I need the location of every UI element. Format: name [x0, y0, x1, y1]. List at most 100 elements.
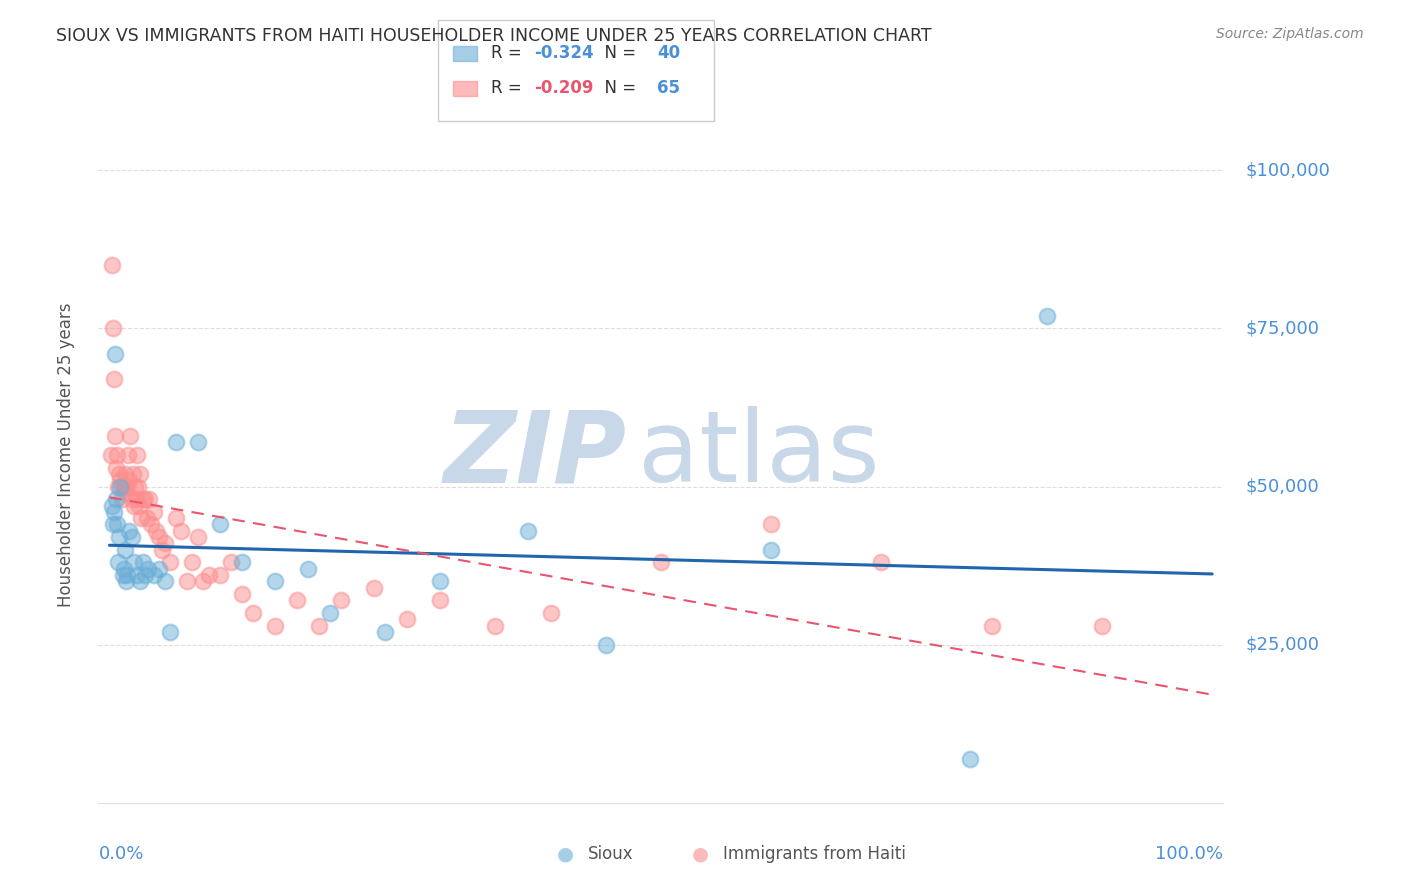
Point	[131, 492, 153, 507]
Text: R =: R =	[491, 79, 527, 97]
Point	[110, 479, 132, 493]
Point	[980, 618, 1002, 632]
Point	[134, 568, 156, 582]
Text: N =: N =	[595, 45, 641, 62]
Point	[114, 542, 136, 557]
Point	[115, 568, 138, 582]
Point	[396, 612, 419, 626]
Point	[208, 568, 231, 582]
Point	[101, 517, 124, 532]
Point	[125, 568, 148, 582]
Point	[181, 556, 204, 570]
Text: Source: ZipAtlas.com: Source: ZipAtlas.com	[1216, 27, 1364, 41]
Point	[108, 530, 131, 544]
Bar	[453, 80, 478, 96]
Point	[107, 479, 129, 493]
Point	[115, 574, 138, 589]
Point	[148, 530, 170, 544]
Point	[111, 568, 134, 582]
Text: ZIP: ZIP	[444, 407, 627, 503]
Point	[150, 542, 173, 557]
Point	[105, 448, 128, 462]
Text: 40: 40	[658, 45, 681, 62]
Text: -0.209: -0.209	[534, 79, 593, 97]
Point	[120, 429, 142, 443]
Point	[517, 524, 540, 538]
Point	[540, 606, 562, 620]
Text: Immigrants from Haiti: Immigrants from Haiti	[723, 845, 905, 863]
Point	[231, 556, 253, 570]
Point	[650, 556, 672, 570]
Point	[104, 429, 127, 443]
Point	[297, 562, 319, 576]
Point	[103, 505, 125, 519]
Point	[1036, 309, 1059, 323]
Point	[165, 435, 187, 450]
FancyBboxPatch shape	[439, 20, 714, 121]
Text: N =: N =	[595, 79, 641, 97]
Point	[959, 751, 981, 765]
Point	[105, 492, 128, 507]
Point	[115, 486, 138, 500]
Text: ●: ●	[692, 845, 709, 863]
Point	[136, 511, 159, 525]
Point	[429, 593, 451, 607]
Point	[319, 606, 342, 620]
Point	[165, 511, 187, 525]
Point	[142, 568, 165, 582]
Text: Sioux: Sioux	[588, 845, 633, 863]
Point	[114, 467, 136, 481]
Point	[122, 556, 145, 570]
Point	[484, 618, 506, 632]
Point	[117, 448, 139, 462]
Point	[131, 511, 153, 525]
Text: SIOUX VS IMMIGRANTS FROM HAITI HOUSEHOLDER INCOME UNDER 25 YEARS CORRELATION CHA: SIOUX VS IMMIGRANTS FROM HAITI HOUSEHOLD…	[56, 27, 932, 45]
Point	[125, 492, 148, 507]
Text: $25,000: $25,000	[1246, 636, 1320, 654]
Point	[870, 556, 893, 570]
Point	[193, 574, 215, 589]
Point	[110, 473, 132, 487]
Point	[231, 587, 253, 601]
Text: ●: ●	[557, 845, 574, 863]
Text: $100,000: $100,000	[1246, 161, 1330, 179]
Point	[363, 581, 385, 595]
Text: 0.0%: 0.0%	[98, 845, 143, 863]
Point	[308, 618, 330, 632]
Point	[153, 574, 176, 589]
Point	[108, 467, 131, 481]
Text: atlas: atlas	[638, 407, 880, 503]
Point	[124, 479, 146, 493]
Point	[263, 574, 285, 589]
Point	[121, 530, 143, 544]
Point	[103, 372, 125, 386]
Point	[142, 505, 165, 519]
Point	[107, 556, 129, 570]
Point	[429, 574, 451, 589]
Point	[159, 625, 181, 640]
Point	[176, 574, 198, 589]
Y-axis label: Householder Income Under 25 years: Householder Income Under 25 years	[56, 302, 75, 607]
Point	[111, 479, 134, 493]
Text: -0.324: -0.324	[534, 45, 593, 62]
Point	[118, 473, 141, 487]
Point	[125, 448, 148, 462]
Point	[110, 492, 132, 507]
Point	[131, 556, 153, 570]
Text: 65: 65	[658, 79, 681, 97]
Point	[153, 536, 176, 550]
Point	[122, 499, 145, 513]
Point	[128, 499, 150, 513]
Point	[197, 568, 219, 582]
Point	[129, 574, 152, 589]
Point	[759, 542, 782, 557]
Point	[101, 321, 124, 335]
Point	[759, 517, 782, 532]
Text: R =: R =	[491, 45, 527, 62]
Point	[100, 258, 122, 272]
Point	[112, 562, 135, 576]
Point	[121, 492, 143, 507]
Point	[138, 492, 160, 507]
Point	[141, 517, 163, 532]
Point	[374, 625, 396, 640]
